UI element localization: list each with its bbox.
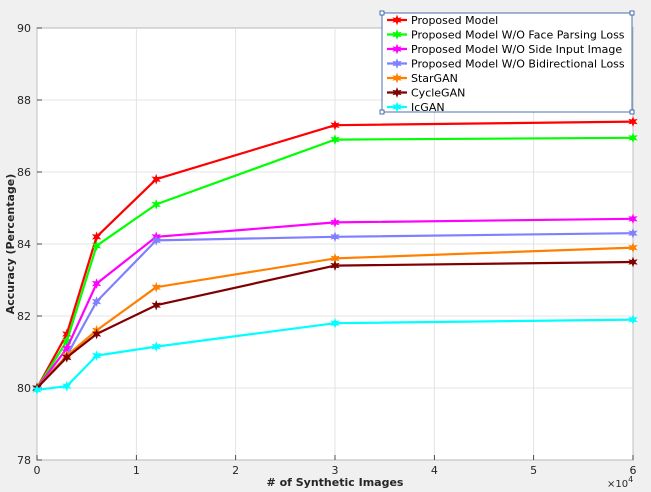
data-point-marker <box>62 352 72 363</box>
axis-ticks: 0 1 2 3 4 5 6 78 80 82 84 86 88 90 <box>17 22 637 477</box>
legend-entry-stargan: StarGAN <box>387 72 458 85</box>
data-point-marker <box>151 299 161 311</box>
data-point-marker <box>330 317 340 329</box>
x-tick-label: 6 <box>630 464 637 477</box>
y-tick-label: 84 <box>17 238 31 251</box>
data-point-marker <box>91 240 102 252</box>
x-axis-label: # of Synthetic Images <box>267 476 404 489</box>
legend-swatch-marker <box>392 72 402 84</box>
series-line-proposed-model <box>36 120 634 389</box>
legend-label: IcGAN <box>411 101 445 114</box>
legend-label: CycleGAN <box>411 87 465 100</box>
x-tick-label: 5 <box>530 464 537 477</box>
data-point-marker <box>330 217 340 228</box>
x-axis-multiplier-exponent: 4 <box>628 475 633 484</box>
data-point-marker <box>151 235 161 246</box>
series-icgan <box>32 314 638 396</box>
data-point-marker <box>330 231 340 243</box>
legend-items: Proposed Model Proposed Model W/O Face Pa… <box>387 14 625 114</box>
x-tick-label: 3 <box>332 464 339 477</box>
data-point-marker <box>91 328 102 340</box>
legend-entry-icgan: IcGAN <box>387 101 445 114</box>
legend: Proposed Model Proposed Model W/O Face Pa… <box>379 10 635 115</box>
data-point-marker <box>330 119 340 131</box>
legend-label: Proposed Model W/O Face Parsing Loss <box>411 29 625 42</box>
legend-label: Proposed Model W/O Bidirectional Loss <box>411 58 625 71</box>
data-point-marker <box>91 350 102 361</box>
data-point-marker <box>628 132 638 144</box>
x-axis-multiplier-base: ×10 <box>607 479 628 490</box>
legend-handle-tl <box>379 10 385 16</box>
x-tick-label: 4 <box>431 464 438 477</box>
legend-swatch-marker <box>392 43 402 55</box>
data-point-marker <box>151 173 161 185</box>
legend-swatch-marker <box>392 87 402 98</box>
data-point-marker <box>330 134 340 145</box>
series-line-cyclegan <box>36 260 634 389</box>
data-point-marker <box>91 296 102 307</box>
legend-swatch-marker <box>392 14 402 26</box>
legend-entry-cyclegan: CycleGAN <box>387 87 465 100</box>
y-tick-label: 80 <box>17 382 31 395</box>
legend-handle-br <box>629 109 635 115</box>
legend-label: StarGAN <box>411 72 458 85</box>
data-point-marker <box>62 380 72 392</box>
y-tick-label: 82 <box>17 310 31 323</box>
data-point-marker <box>628 242 638 253</box>
data-point-marker <box>32 384 42 396</box>
data-point-marker <box>91 278 102 289</box>
legend-entry-proposed-model-w-o-bidirectional-loss: Proposed Model W/O Bidirectional Loss <box>387 58 625 71</box>
data-point-marker <box>151 281 161 293</box>
legend-swatch-marker <box>392 58 402 69</box>
y-tick-label: 86 <box>17 166 31 179</box>
data-point-marker <box>628 116 638 127</box>
legend-label: Proposed Model <box>411 14 498 27</box>
y-axis-label: Accuracy (Percentage) <box>4 174 17 315</box>
legend-entry-proposed-model-w-o-face-parsing-loss: Proposed Model W/O Face Parsing Loss <box>387 29 625 42</box>
series-cyclegan <box>32 256 638 394</box>
data-point-marker <box>330 260 340 271</box>
legend-swatch-marker <box>392 29 402 40</box>
x-tick-label: 0 <box>34 464 41 477</box>
legend-swatch-marker <box>392 101 402 113</box>
legend-handle-tr <box>629 10 635 16</box>
data-point-marker <box>628 314 638 325</box>
legend-label: Proposed Model W/O Side Input Image <box>411 43 622 56</box>
y-tick-label: 90 <box>17 22 31 35</box>
legend-handle-bl <box>379 109 385 115</box>
y-tick-label: 78 <box>17 454 31 467</box>
legend-entry-proposed-model-w-o-side-input-image: Proposed Model W/O Side Input Image <box>387 43 622 56</box>
series-line-icgan <box>36 318 634 391</box>
series-group <box>32 116 638 396</box>
series-line-proposed-model-w-o-face-parsing-loss <box>36 136 634 389</box>
x-tick-label: 2 <box>232 464 239 477</box>
legend-entry-proposed-model: Proposed Model <box>387 14 498 27</box>
x-tick-label: 1 <box>133 464 140 477</box>
data-point-marker <box>628 213 638 225</box>
data-point-marker <box>151 199 161 210</box>
y-tick-label: 88 <box>17 94 31 107</box>
x-axis-multiplier: ×104 <box>607 475 633 490</box>
data-point-marker <box>628 256 638 268</box>
series-line-proposed-model-w-o-side-input-image <box>36 217 634 389</box>
data-point-marker <box>628 227 638 239</box>
legend-box <box>381 12 633 113</box>
data-point-marker <box>151 341 161 352</box>
